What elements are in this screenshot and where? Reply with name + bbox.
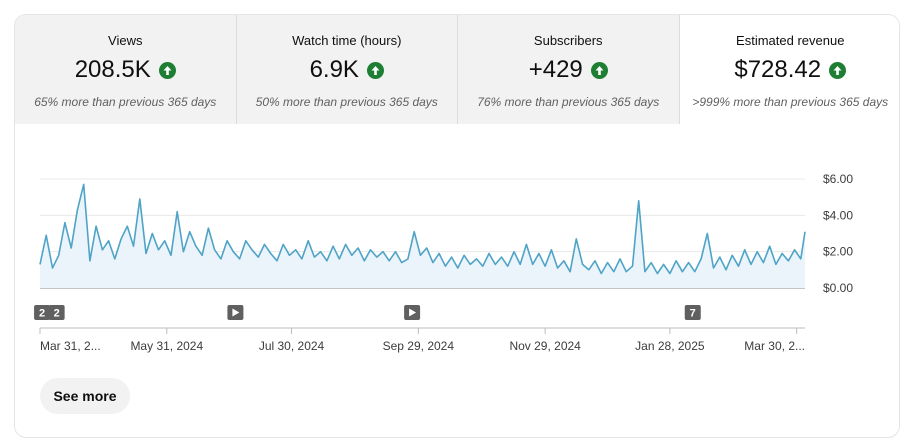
metric-tab-subscribers[interactable]: Subscribers +429 76% more than previous … bbox=[458, 15, 680, 124]
arrow-up-icon bbox=[158, 61, 176, 79]
metric-tab-estimated-revenue[interactable]: Estimated revenue $728.42 >999% more tha… bbox=[679, 15, 899, 124]
event-count-marker: 2 bbox=[48, 305, 65, 320]
x-tick-label: Jan 28, 2025 bbox=[635, 339, 705, 353]
metric-comparison: 65% more than previous 365 days bbox=[34, 95, 217, 109]
series-line bbox=[39, 183, 806, 275]
metric-comparison: 50% more than previous 365 days bbox=[255, 95, 438, 109]
arrow-up-icon bbox=[590, 61, 608, 79]
play-icon bbox=[409, 308, 417, 317]
metric-value: 6.9K bbox=[309, 56, 359, 83]
marker-count: 7 bbox=[690, 308, 696, 320]
metric-value: 208.5K bbox=[74, 56, 151, 83]
arrow-up-icon bbox=[366, 61, 384, 79]
x-tick-label: Nov 29, 2024 bbox=[509, 339, 581, 353]
marker-count: 2 bbox=[39, 308, 45, 320]
series-area bbox=[40, 184, 805, 288]
marker-badge bbox=[684, 305, 701, 320]
event-count-marker: 7 bbox=[684, 305, 701, 320]
y-tick-label: $4.00 bbox=[823, 208, 853, 222]
metric-tab-watch-time[interactable]: Watch time (hours) 6.9K 50% more than pr… bbox=[236, 15, 458, 124]
metric-tabs: Views 208.5K 65% more than previous 365 … bbox=[15, 15, 899, 124]
metric-label: Subscribers bbox=[533, 33, 603, 48]
see-more-button[interactable]: See more bbox=[40, 378, 130, 414]
x-tick-label: Mar 30, 2... bbox=[744, 339, 805, 353]
metric-label: Watch time (hours) bbox=[292, 33, 402, 48]
y-tick-label: $6.00 bbox=[823, 172, 853, 186]
marker-count: 2 bbox=[54, 308, 60, 320]
y-tick-label: $0.00 bbox=[823, 281, 853, 295]
x-tick-label: May 31, 2024 bbox=[130, 339, 203, 353]
video-marker bbox=[227, 305, 244, 320]
analytics-card: Views 208.5K 65% more than previous 365 … bbox=[14, 14, 900, 438]
metric-tab-views[interactable]: Views 208.5K 65% more than previous 365 … bbox=[15, 15, 237, 124]
revenue-chart: $6.00 $4.00 $2.00 $0.00 2 2 7 Mar 31, 2... May 3… bbox=[34, 172, 853, 353]
metric-label: Views bbox=[108, 33, 143, 48]
metric-value: +429 bbox=[528, 56, 583, 83]
x-tick-label: Jul 30, 2024 bbox=[259, 339, 325, 353]
metric-comparison: >999% more than previous 365 days bbox=[692, 95, 889, 109]
metric-label: Estimated revenue bbox=[736, 33, 845, 48]
play-icon bbox=[232, 308, 240, 317]
arrow-up-icon bbox=[829, 61, 847, 79]
metric-comparison: 76% more than previous 365 days bbox=[477, 95, 660, 109]
event-count-marker: 2 bbox=[34, 305, 51, 320]
x-tick-label: Mar 31, 2... bbox=[40, 339, 101, 353]
y-tick-label: $2.00 bbox=[823, 245, 853, 259]
marker-badge bbox=[34, 305, 51, 320]
video-marker bbox=[404, 305, 421, 320]
x-tick-label: Sep 29, 2024 bbox=[383, 339, 455, 353]
metric-value: $728.42 bbox=[734, 56, 822, 83]
marker-badge bbox=[48, 305, 65, 320]
